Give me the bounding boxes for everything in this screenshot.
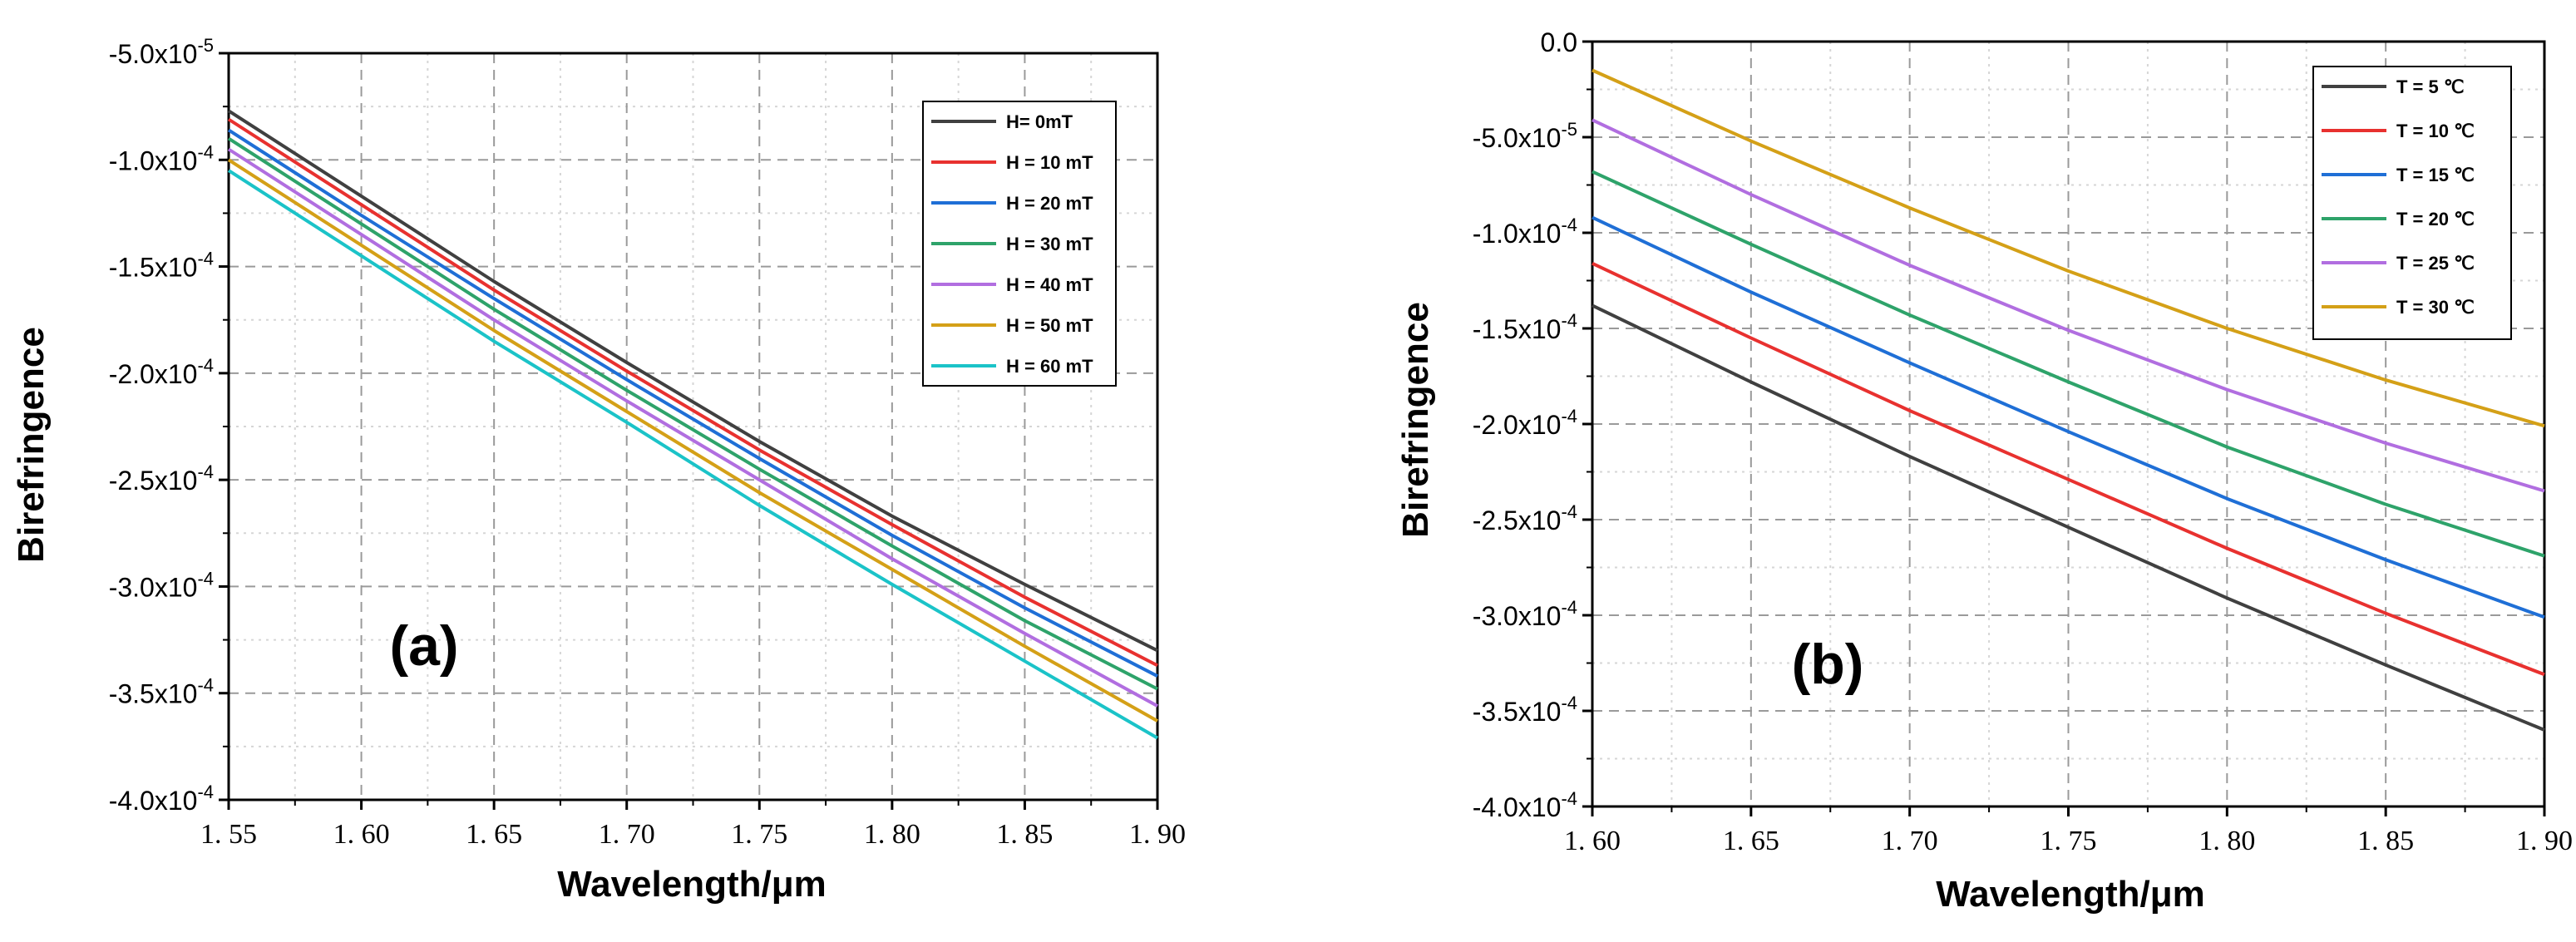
- series-line-3: [227, 128, 1158, 678]
- series-line-5: [227, 147, 1158, 708]
- y-tick-label: -5.0x10-5: [109, 35, 214, 69]
- legend-label-2: T = 10 ℃: [2396, 121, 2475, 141]
- series-line-1: [1591, 303, 2545, 732]
- y-tick-label: -3.5x10-4: [1473, 693, 1577, 727]
- series-line-1: [227, 109, 1158, 653]
- legend-box: [2312, 66, 2512, 340]
- legend-label-1: H= 0mT: [1006, 111, 1073, 132]
- legend-label-7: H = 60 mT: [1006, 356, 1093, 377]
- y-tick-label: -2.0x10-4: [109, 355, 214, 389]
- series-line-6: [1591, 68, 2545, 428]
- x-axis-label: Wavelength/μm: [557, 864, 827, 905]
- series-line-4: [227, 136, 1158, 691]
- panel-label: (b): [1792, 633, 1864, 696]
- x-tick-label: 1. 70: [599, 819, 655, 850]
- legend-label-3: T = 15 ℃: [2396, 165, 2475, 185]
- x-tick-label: 1. 60: [1564, 826, 1621, 856]
- x-tick-label: 1. 65: [1723, 826, 1779, 856]
- series-line-4: [1591, 170, 2545, 558]
- y-tick-label: -2.5x10-4: [109, 461, 214, 496]
- legend-label-4: H = 30 mT: [1006, 234, 1093, 254]
- y-tick-label: -4.0x10-4: [109, 782, 214, 816]
- x-tick-label: 1. 55: [200, 819, 257, 850]
- y-tick-label: -3.5x10-4: [109, 675, 214, 709]
- y-tick-label: -1.0x10-4: [1473, 215, 1577, 249]
- y-tick-label: -1.0x10-4: [109, 141, 214, 175]
- y-tick-label: -2.0x10-4: [1473, 406, 1577, 440]
- y-axis-label: Birefringence: [11, 327, 52, 563]
- series-line-7: [227, 169, 1159, 740]
- series-line-2: [227, 117, 1158, 668]
- series-line-3: [1591, 215, 2545, 619]
- x-tick-label: 1. 80: [864, 819, 920, 850]
- x-axis-label: Wavelength/μm: [1936, 874, 2205, 915]
- legend-label-1: T = 5 ℃: [2396, 76, 2465, 97]
- legend-label-3: H = 20 mT: [1006, 193, 1093, 214]
- y-tick-label: -1.5x10-4: [1473, 310, 1577, 344]
- x-tick-label: 1. 65: [466, 819, 522, 850]
- legend-label-5: T = 25 ℃: [2396, 253, 2475, 274]
- series-line-6: [227, 158, 1158, 723]
- legend-label-6: H = 50 mT: [1006, 315, 1093, 336]
- x-tick-label: 1. 90: [1129, 819, 1186, 850]
- x-tick-label: 1. 60: [333, 819, 390, 850]
- x-tick-label: 1. 70: [1882, 826, 1938, 856]
- series-line-2: [1591, 261, 2545, 677]
- x-tick-label: 1. 90: [2516, 826, 2573, 856]
- y-tick-label: -3.0x10-4: [109, 568, 214, 602]
- y-tick-label: -5.0x10-5: [1473, 119, 1577, 153]
- x-tick-label: 1. 80: [2198, 826, 2255, 856]
- legend-label-5: H = 40 mT: [1006, 274, 1093, 295]
- series-line-5: [1591, 118, 2545, 493]
- y-tick-label: -2.5x10-4: [1473, 501, 1577, 535]
- chart-panel-b: 1. 60 1. 65 1. 70 1. 75 1. 80 1. 85 1. 90 0.0 -5…: [1395, 27, 2573, 915]
- legend-label-2: H = 10 mT: [1006, 152, 1093, 173]
- x-tick-label: 1. 75: [2041, 826, 2097, 856]
- x-tick-label: 1. 85: [2357, 826, 2414, 856]
- legend-label-6: T = 30 ℃: [2396, 297, 2475, 318]
- y-tick-label: -4.0x10-4: [1473, 788, 1577, 822]
- y-axis-label: Birefringence: [1395, 302, 1436, 538]
- legend-label-4: T = 20 ℃: [2396, 209, 2475, 229]
- panel-label: (a): [389, 614, 458, 678]
- x-tick-label: 1. 75: [731, 819, 787, 850]
- y-tick-label: -3.0x10-4: [1473, 597, 1577, 631]
- chart-panel-a: 1. 55 1. 60 1. 65 1. 70 1. 75 1. 80 1. 85 1. 90…: [11, 35, 1186, 905]
- y-tick-label: -1.5x10-4: [109, 249, 214, 283]
- x-tick-label: 1. 85: [996, 819, 1053, 850]
- y-tick-label: 0.0: [1541, 27, 1577, 57]
